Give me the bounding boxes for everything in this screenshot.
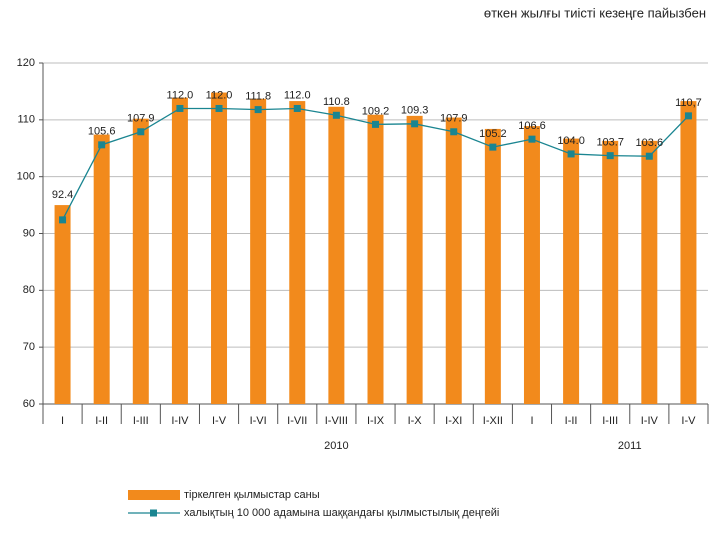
line-marker xyxy=(59,216,67,224)
data-label: 112.0 xyxy=(206,89,233,101)
x-tick-label: I-III xyxy=(133,415,149,427)
y-tick-label: 80 xyxy=(23,284,35,296)
line-marker xyxy=(684,112,692,120)
group-label: 2010 xyxy=(324,440,348,452)
data-label: 106.6 xyxy=(518,120,546,132)
line-marker xyxy=(567,150,575,158)
legend-label: тіркелген қылмыстар саны xyxy=(184,489,320,501)
line-marker xyxy=(254,106,262,114)
bar xyxy=(563,138,580,405)
data-label: 103.6 xyxy=(636,137,664,149)
line-marker xyxy=(215,104,223,112)
x-tick-label: I-V xyxy=(212,415,227,427)
x-tick-label: I-II xyxy=(95,415,108,427)
group-label: 2011 xyxy=(618,440,642,452)
line-marker xyxy=(645,152,653,160)
line-marker xyxy=(450,128,458,136)
legend-label: халықтың 10 000 адамына шаққандағы қылмы… xyxy=(184,507,499,519)
data-label: 105.2 xyxy=(479,128,507,140)
bar xyxy=(406,115,423,404)
x-tick-label: I-X xyxy=(408,415,423,427)
data-label: 110,7 xyxy=(675,97,702,109)
x-tick-label: I-V xyxy=(681,415,696,427)
line-marker xyxy=(98,141,106,149)
y-tick-label: 100 xyxy=(17,171,35,183)
line-marker xyxy=(332,111,340,119)
bar xyxy=(250,98,267,405)
line-marker xyxy=(411,120,419,128)
bar xyxy=(523,126,540,405)
line-marker xyxy=(528,135,536,143)
y-tick-label: 70 xyxy=(23,341,35,353)
y-tick-label: 110 xyxy=(17,114,35,126)
data-label: 112.0 xyxy=(167,89,194,101)
x-tick-label: I-IV xyxy=(641,415,659,427)
data-label: 105.6 xyxy=(88,126,116,138)
data-label: 107.9 xyxy=(440,113,468,125)
data-label: 111.8 xyxy=(245,91,271,103)
y-tick-label: 120 xyxy=(17,57,35,69)
data-label: 107.9 xyxy=(127,113,155,125)
bar xyxy=(211,92,228,404)
data-label: 92.4 xyxy=(52,189,73,201)
data-label: 104.0 xyxy=(557,135,585,147)
x-tick-label: I xyxy=(530,415,533,427)
bar xyxy=(680,101,697,404)
bar xyxy=(289,101,306,404)
data-label: 103.7 xyxy=(596,137,624,149)
x-tick-label: I-VII xyxy=(287,415,307,427)
bar xyxy=(328,106,345,405)
data-label: 110.8 xyxy=(323,96,350,108)
x-tick-label: I-IV xyxy=(171,415,189,427)
x-tick-label: I-VI xyxy=(250,415,267,427)
bar xyxy=(367,114,384,405)
line-marker xyxy=(176,104,184,112)
x-tick-label: I-II xyxy=(565,415,578,427)
line-marker xyxy=(489,143,497,151)
line-marker xyxy=(293,104,301,112)
x-tick-label: I-VIII xyxy=(325,415,348,427)
bar xyxy=(132,118,149,405)
y-tick-label: 60 xyxy=(23,398,35,410)
bar xyxy=(641,140,658,404)
line-marker xyxy=(606,152,614,160)
x-tick-label: I-XI xyxy=(445,415,462,427)
bar xyxy=(445,117,462,404)
line-marker xyxy=(137,128,145,136)
x-tick-label: I-III xyxy=(602,415,618,427)
bar xyxy=(171,97,188,404)
data-label: 109.3 xyxy=(401,105,429,117)
x-tick-label: I-XII xyxy=(483,415,503,427)
x-tick-label: I xyxy=(61,415,64,427)
legend-swatch xyxy=(128,490,180,500)
line-marker xyxy=(372,120,379,128)
data-label: 109.2 xyxy=(362,105,390,117)
data-label: 112.0 xyxy=(284,89,311,101)
y-tick-label: 90 xyxy=(23,227,35,239)
bar xyxy=(484,128,501,404)
bar xyxy=(93,134,110,405)
bar xyxy=(602,140,619,404)
x-tick-label: I-IX xyxy=(367,415,385,427)
chart-title: өткен жылғы тиісті кезеңге пайызбен xyxy=(484,5,706,20)
legend-swatch xyxy=(150,509,157,517)
bar xyxy=(54,205,71,404)
